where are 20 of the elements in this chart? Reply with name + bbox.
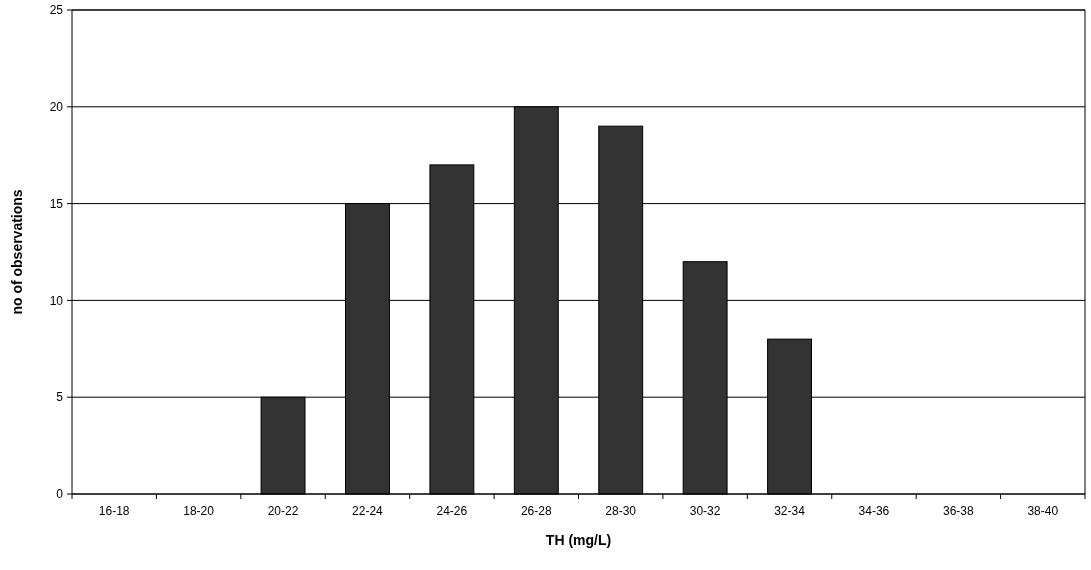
x-tick-label: 20-22 [267,504,299,518]
x-tick-label: 24-26 [436,504,468,518]
x-tick-label: 34-36 [858,504,890,518]
x-tick-label: 28-30 [605,504,637,518]
x-tick-label: 38-40 [1027,504,1059,518]
y-tick-label: 15 [49,196,64,211]
x-tick-label: 22-24 [352,504,384,518]
y-axis-title: no of observations [9,189,25,315]
x-tick-label: 16-18 [98,504,130,518]
x-tick-label: 18-20 [183,504,215,518]
y-tick-label: 5 [56,390,64,405]
x-tick-label: 36-38 [943,504,975,518]
y-tick-label: 25 [49,3,64,18]
y-tick-label: 10 [49,293,64,308]
x-axis-title: TH (mg/L) [545,532,612,548]
y-tick-label: 0 [56,487,64,502]
x-tick-label: 32-34 [774,504,806,518]
y-tick-label: 20 [49,100,64,114]
x-tick-label: 26-28 [520,504,552,518]
x-tick-label: 30-32 [689,504,721,518]
